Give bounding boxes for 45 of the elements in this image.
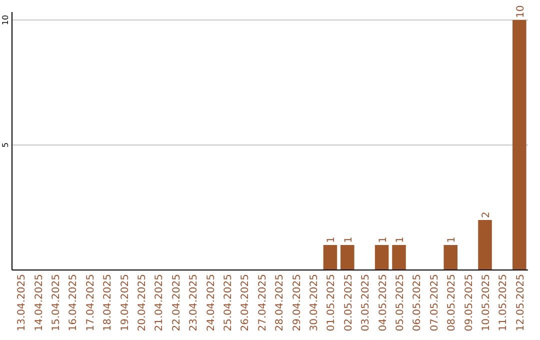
data-label: 1	[326, 236, 338, 243]
x-tick-label: 19.04.2025	[120, 274, 131, 332]
x-tick-label: 05.05.2025	[395, 274, 406, 332]
x-tick-label: 07.05.2025	[429, 274, 440, 332]
x-tick-label: 21.04.2025	[154, 274, 166, 332]
x-tick-label: 26.04.2025	[240, 274, 252, 332]
x-tick-label: 15.04.2025	[51, 274, 62, 332]
x-tick-label: 25.04.2025	[223, 274, 234, 332]
x-tick-label: 02.05.2025	[343, 274, 354, 332]
bar	[374, 245, 389, 270]
x-tick-label: 30.04.2025	[309, 274, 320, 332]
x-tick-label: 20.04.2025	[137, 274, 148, 332]
x-tick-label: 12.05.2025	[515, 274, 526, 332]
x-tick-label: 14.04.2025	[34, 274, 45, 332]
x-tick-label: 13.04.2025	[16, 274, 28, 332]
bar	[512, 20, 526, 270]
x-tick-label: 03.05.2025	[360, 274, 372, 332]
x-tick-label: 23.04.2025	[188, 274, 200, 332]
x-tick-label: 09.05.2025	[464, 274, 475, 332]
x-tick-label: 10.05.2025	[481, 274, 492, 332]
data-label: 1	[395, 236, 406, 243]
x-tick-label: 17.04.2025	[85, 274, 96, 332]
y-tick-label: 5	[1, 142, 10, 148]
data-label: 10	[515, 5, 526, 18]
x-tick-label: 27.04.2025	[257, 274, 268, 332]
data-label: 2	[481, 212, 492, 218]
x-tick-label: 01.05.2025	[326, 274, 338, 332]
x-tick-label: 11.05.2025	[498, 274, 510, 332]
x-tick-label: 18.04.2025	[102, 274, 114, 332]
x-tick-label: 06.05.2025	[412, 274, 424, 332]
bar	[340, 245, 354, 270]
bar	[392, 245, 406, 270]
x-tick-label: 24.04.2025	[206, 274, 217, 332]
x-tick-label: 22.04.2025	[171, 274, 182, 332]
data-label: 1	[446, 236, 458, 243]
data-label: 1	[378, 236, 389, 243]
x-tick-label: 08.05.2025	[446, 274, 458, 332]
data-label: 1	[343, 236, 354, 243]
bar	[478, 220, 492, 270]
bar	[444, 245, 458, 270]
x-tick-label: 29.04.2025	[292, 274, 303, 332]
x-tick-label: 28.04.2025	[274, 274, 286, 332]
bar	[323, 245, 338, 270]
x-tick-label: 16.04.2025	[68, 274, 80, 332]
x-tick-label: 04.05.2025	[378, 274, 389, 332]
